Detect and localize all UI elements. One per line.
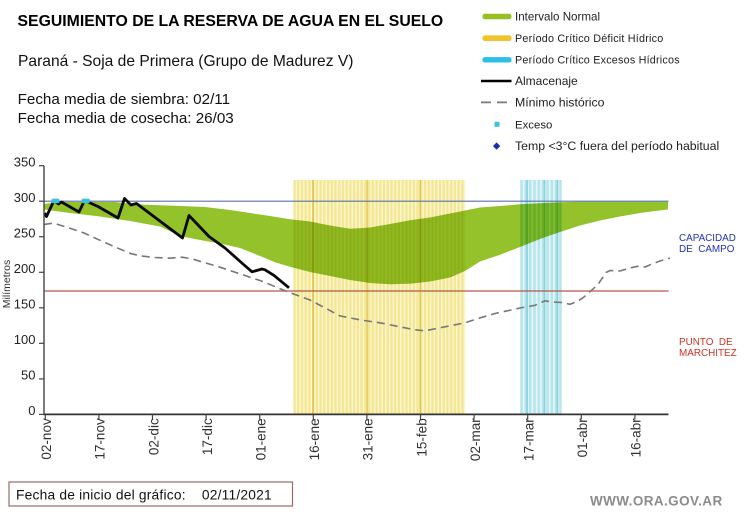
svg-text:350: 350: [14, 154, 36, 169]
svg-text:Período Crítico Déficit Hídric: Período Crítico Déficit Hídrico: [515, 33, 663, 45]
svg-text:0: 0: [28, 403, 35, 418]
svg-text:02-mar: 02-mar: [468, 418, 483, 461]
svg-text:Exceso: Exceso: [515, 119, 552, 131]
svg-text:200: 200: [14, 261, 36, 276]
svg-text:Período Crítico Excesos Hídric: Período Crítico Excesos Hídricos: [515, 54, 680, 66]
svg-text:Milímetros: Milímetros: [1, 260, 13, 308]
svg-text:01-abr: 01-abr: [575, 418, 590, 458]
svg-text:Fecha de inicio del gráfico:: Fecha de inicio del gráfico: 02/11/2021: [16, 488, 272, 503]
svg-text:17-nov: 17-nov: [93, 418, 108, 460]
svg-text:02-dic: 02-dic: [146, 418, 161, 455]
svg-text:Temp <3°C fuera del período ha: Temp <3°C fuera del período habitual: [515, 139, 719, 153]
svg-text:Almacenaje: Almacenaje: [515, 74, 578, 88]
svg-text:16-ene: 16-ene: [307, 418, 322, 460]
svg-text:DE CAMPO: DE CAMPO: [679, 244, 735, 255]
svg-text:WWW.ORA.GOV.AR: WWW.ORA.GOV.AR: [590, 494, 723, 509]
svg-text:Intervalo Normal: Intervalo Normal: [515, 10, 600, 23]
svg-text:50: 50: [21, 368, 35, 383]
svg-text:150: 150: [14, 296, 36, 311]
svg-text:31-ene: 31-ene: [361, 418, 376, 460]
svg-text:02-nov: 02-nov: [39, 418, 54, 460]
svg-text:17-dic: 17-dic: [200, 418, 215, 455]
svg-text:CAPACIDAD: CAPACIDAD: [679, 233, 736, 244]
svg-text:Paraná - Soja de Primera (Grup: Paraná - Soja de Primera (Grupo de Madur…: [18, 53, 353, 70]
svg-text:PUNTO DE: PUNTO DE: [679, 337, 733, 348]
svg-text:250: 250: [14, 225, 36, 240]
svg-text:Fecha media de cosecha: 26/03: Fecha media de cosecha: 26/03: [18, 110, 234, 127]
svg-text:300: 300: [14, 190, 36, 205]
svg-text:MARCHITEZ: MARCHITEZ: [679, 348, 737, 359]
svg-text:01-ene: 01-ene: [254, 418, 269, 460]
svg-text:SEGUIMIENTO DE LA RESERVA DE A: SEGUIMIENTO DE LA RESERVA DE AGUA EN EL …: [18, 13, 444, 30]
svg-text:100: 100: [14, 332, 36, 347]
svg-text:Mínimo histórico: Mínimo histórico: [515, 95, 605, 109]
svg-text:15-feb: 15-feb: [414, 418, 429, 456]
svg-text:17-mar: 17-mar: [522, 418, 537, 461]
svg-text:16-abr: 16-abr: [629, 418, 644, 458]
svg-text:Fecha media de siembra: 02/11: Fecha media de siembra: 02/11: [18, 91, 230, 108]
